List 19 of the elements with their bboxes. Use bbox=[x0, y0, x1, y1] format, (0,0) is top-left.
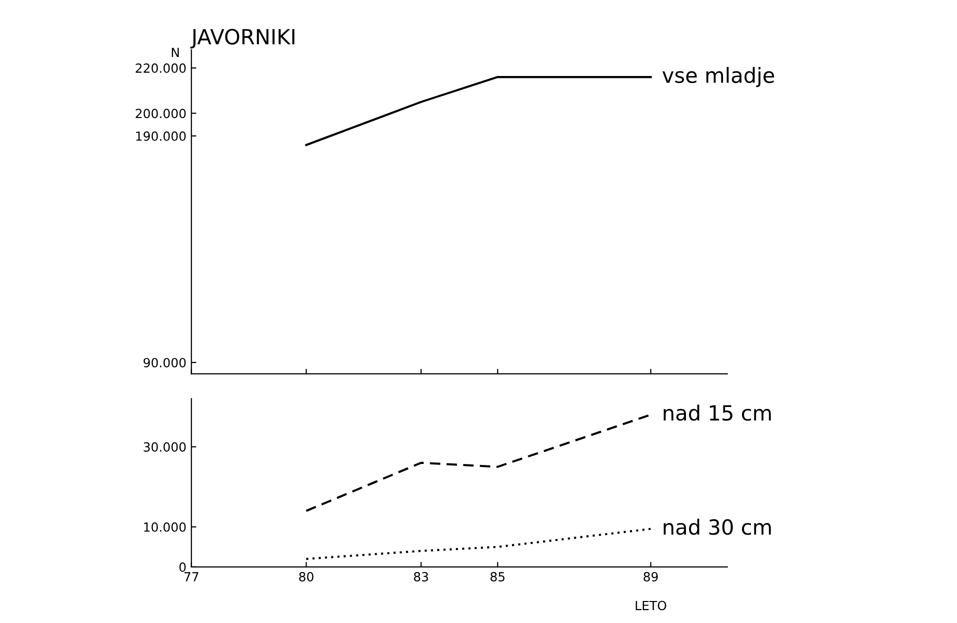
x-axis-title: LETO bbox=[636, 600, 666, 610]
series-label: nad 15 cm bbox=[664, 404, 771, 421]
y-tick-label: 10.000 bbox=[144, 522, 186, 532]
y-tick-label: 0 bbox=[179, 562, 186, 572]
x-tick-label: 83 bbox=[414, 572, 428, 582]
line-series bbox=[305, 528, 652, 560]
series-label: nad 30 cm bbox=[664, 518, 771, 535]
x-tick-label: 85 bbox=[490, 572, 504, 582]
x-tick-label: 77 bbox=[184, 572, 198, 582]
x-tick-label: 80 bbox=[299, 572, 314, 582]
y-tick-label: 200.000 bbox=[136, 108, 186, 118]
chart-title: JAVORNIKI bbox=[190, 28, 294, 48]
series-label: vse mladje bbox=[662, 66, 774, 88]
y-tick-label: 30.000 bbox=[144, 442, 186, 452]
y-tick-label: 220.000 bbox=[136, 63, 186, 73]
y-axis-title: N bbox=[172, 48, 179, 57]
x-tick-label: 89 bbox=[644, 572, 658, 582]
y-tick-label: 90.000 bbox=[144, 358, 186, 368]
y-tick-label: 190.000 bbox=[136, 131, 186, 141]
